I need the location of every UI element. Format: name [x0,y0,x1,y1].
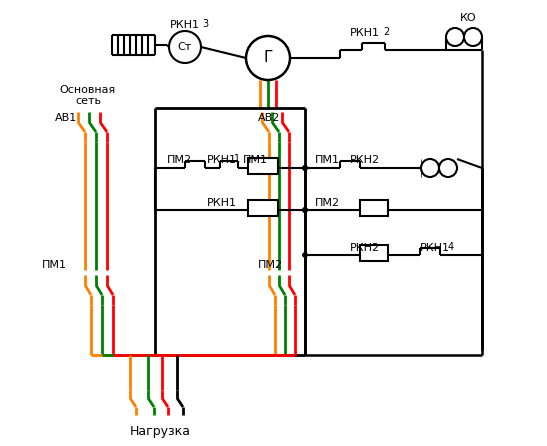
Text: 3: 3 [202,19,208,29]
Circle shape [464,28,482,46]
Text: 1: 1 [234,154,240,164]
Text: РКН1: РКН1 [350,28,380,38]
Text: РКН1: РКН1 [207,198,237,208]
Text: 4: 4 [448,242,454,252]
Circle shape [302,165,307,170]
Text: 2: 2 [383,27,389,37]
Circle shape [446,28,464,46]
Text: РКН2: РКН2 [350,243,380,253]
Bar [248,158,278,174]
Text: сеть: сеть [75,96,101,106]
Text: ПМ2: ПМ2 [167,155,192,165]
Text: АВ2: АВ2 [258,113,281,123]
Circle shape [302,207,307,212]
Bar [248,200,278,216]
Circle shape [421,159,439,177]
Circle shape [302,207,307,212]
Text: ПМ1: ПМ1 [42,260,67,270]
Text: РКН2: РКН2 [350,155,380,165]
Text: ПМ2: ПМ2 [258,260,283,270]
Text: Ст: Ст [178,42,192,52]
Text: КО: КО [459,13,476,23]
Text: РКН1: РКН1 [420,243,450,253]
Text: ПМ1: ПМ1 [243,155,268,165]
Text: Нагрузка: Нагрузка [130,425,190,438]
Text: РКН1: РКН1 [207,155,237,165]
Bar [360,200,388,216]
Bar [360,245,388,261]
Text: РКН1: РКН1 [170,20,200,30]
Text: ПМ1: ПМ1 [315,155,340,165]
Text: АВ1: АВ1 [55,113,77,123]
Circle shape [246,36,290,80]
Circle shape [439,159,457,177]
Circle shape [302,165,307,170]
Text: Основная: Основная [60,85,116,95]
Circle shape [302,252,307,257]
Text: ПМ2: ПМ2 [315,198,340,208]
Text: Г: Г [263,50,272,66]
Circle shape [169,31,201,63]
